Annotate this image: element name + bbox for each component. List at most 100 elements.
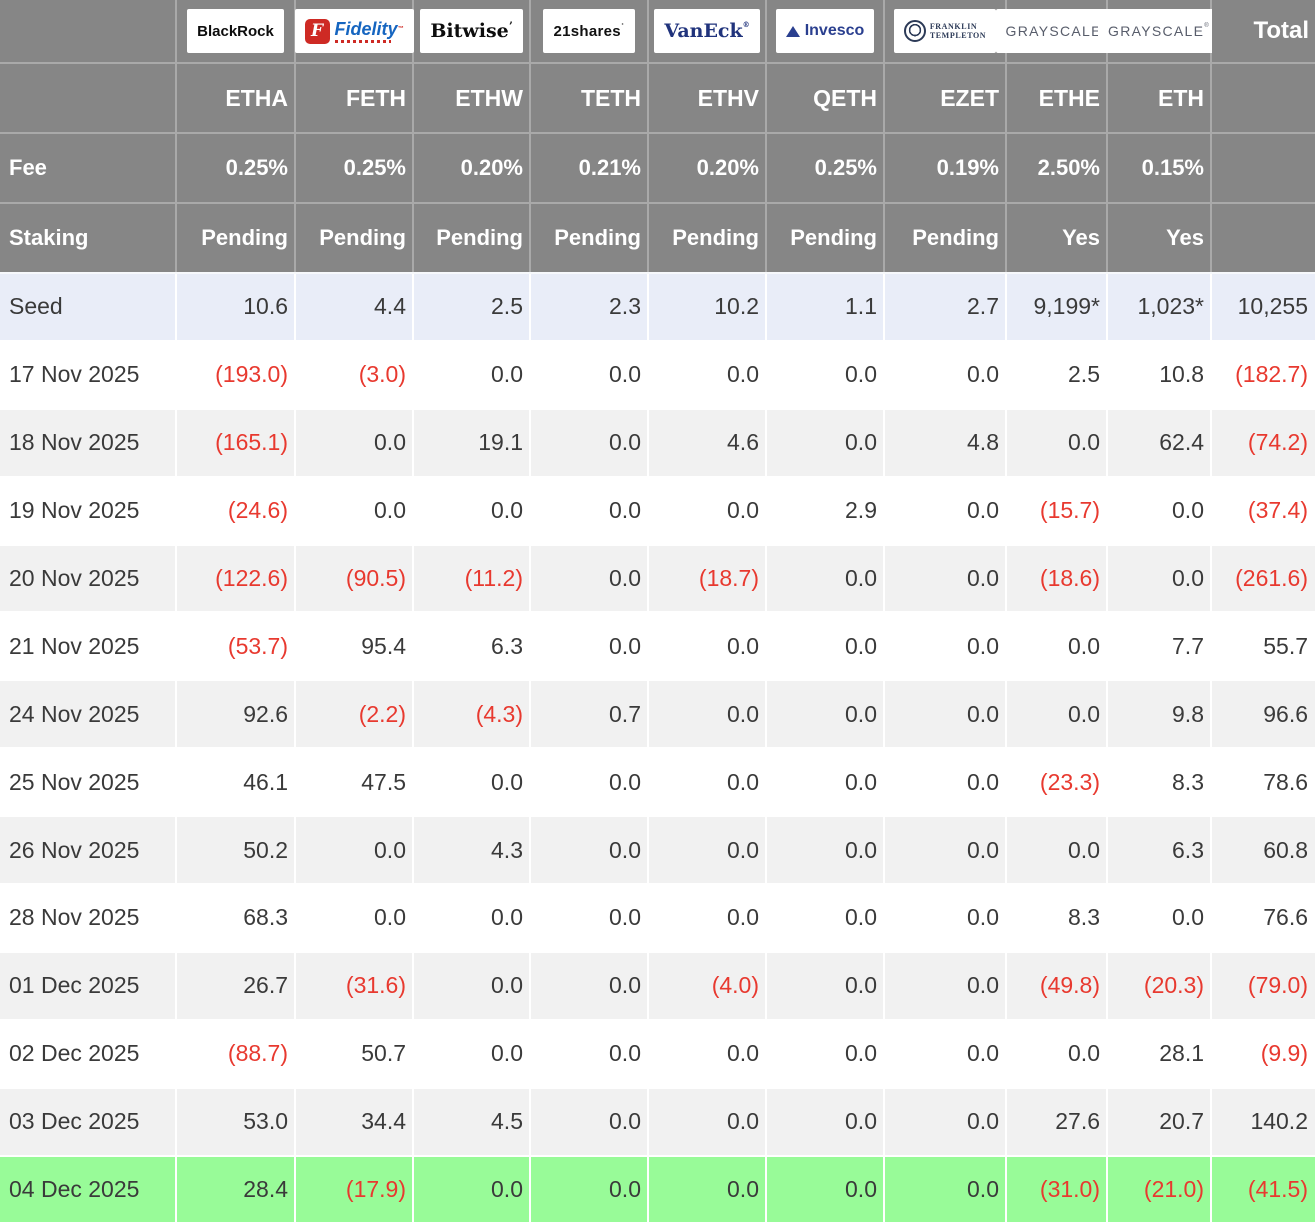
flow-value: 0.0 [885,1156,1005,1223]
flow-value: 0.0 [767,1156,883,1223]
fee-label: Fee [0,134,175,202]
flow-value: 0.0 [885,477,1005,544]
ticker-FETH: FETH [296,64,412,132]
flow-value: 0.0 [414,749,529,816]
flow-value: (18.7) [649,545,765,612]
staking-value-ETHW: Pending [414,204,529,272]
flow-value: 0.0 [531,817,647,884]
flow-value: 0.0 [649,1088,765,1155]
flow-value: 0.0 [767,341,883,408]
staking-value-EZET: Pending [885,204,1005,272]
vaneck-logo: VanEck [654,9,760,53]
flow-value: 0.0 [649,341,765,408]
bitwise-logo-text: Bitwise [430,20,512,42]
flow-value: 0.0 [1108,885,1210,951]
blank-cell [1212,204,1315,272]
flow-value: 0.0 [649,749,765,816]
staking-value-TETH: Pending [531,204,647,272]
flow-value: 0.0 [649,885,765,951]
invesco-column-header: Invesco [767,0,883,62]
grayscale-logo: GRAYSCALE [1098,9,1220,53]
flow-value: 0.0 [296,817,412,884]
staking-value-ETH: Yes [1108,204,1210,272]
total-value: 140.2 [1212,1088,1315,1155]
franklin-logo-line: FRANKLIN [929,21,978,31]
flow-value: 0.0 [531,1156,647,1223]
flow-value: 9,199* [1007,274,1106,340]
flow-value: (21.0) [1108,1156,1210,1223]
flow-value: 0.0 [885,952,1005,1019]
table-header: BlackRock F Fidelity Bitwise 21shares VanEck I… [0,0,1315,274]
ticker-ETHE: ETHE [1007,64,1106,132]
flow-value: 8.3 [1007,885,1106,951]
total-value: (41.5) [1212,1156,1315,1223]
vaneck-column-header: VanEck [649,0,765,62]
flow-value: 9.8 [1108,681,1210,748]
flow-value: 1,023* [1108,274,1210,340]
ticker-EZET: EZET [885,64,1005,132]
flow-value: (193.0) [177,341,294,408]
flow-value: 50.7 [296,1020,412,1087]
flow-value: 0.0 [649,1156,765,1223]
flow-value: (53.7) [177,613,294,680]
grayscale-column-header: GRAYSCALE [995,0,1118,62]
flow-value: 68.3 [177,885,294,951]
flow-value: (90.5) [296,545,412,612]
blank-cell [1212,134,1315,202]
flow-value: 0.0 [767,681,883,748]
flow-value: (88.7) [177,1020,294,1087]
flow-value: 0.0 [1108,477,1210,544]
flow-value: 0.0 [296,477,412,544]
flow-value: 0.0 [649,613,765,680]
table-body: Seed 10.6 4.4 2.5 2.3 10.2 1.1 2.7 9,199* 1,023* 1… [0,274,1315,1223]
total-value: 76.6 [1212,885,1315,951]
blackrock-logo-text: BlackRock [197,22,274,40]
row-label: 24 Nov 2025 [0,681,175,748]
flow-value: 2.9 [767,477,883,544]
fidelity-logo: F Fidelity [294,9,414,53]
flow-value: 0.0 [767,409,883,476]
flow-value: (122.6) [177,545,294,612]
flow-value: 92.6 [177,681,294,748]
flow-value: 0.0 [649,1020,765,1087]
total-value: 10,255 [1212,274,1315,340]
flow-value: 0.7 [531,681,647,748]
flow-value: 4.6 [649,409,765,476]
grayscale-logo-text: GRAYSCALE [1108,23,1210,39]
flow-value: 0.0 [1007,613,1106,680]
flow-value: (2.2) [296,681,412,748]
grayscale-logo-text: GRAYSCALE [1006,23,1108,39]
total-value: 96.6 [1212,681,1315,748]
flow-value: 0.0 [296,409,412,476]
franklin-logo-line: TEMPLETON [929,31,987,40]
flow-value: 0.0 [885,681,1005,748]
ticker-ETH: ETH [1108,64,1210,132]
fee-value-ETHV: 0.20% [649,134,765,202]
flow-value: (15.7) [1007,477,1106,544]
flow-value: 0.0 [531,613,647,680]
total-value: 60.8 [1212,817,1315,884]
flow-value: 0.0 [885,749,1005,816]
flow-value: 0.0 [414,477,529,544]
flow-value: (165.1) [177,409,294,476]
flow-value: 62.4 [1108,409,1210,476]
flow-value: 0.0 [767,613,883,680]
flow-value: (23.3) [1007,749,1106,816]
flow-value: 34.4 [296,1088,412,1155]
flow-value: 0.0 [885,341,1005,408]
flow-value: 2.5 [414,274,529,340]
row-label: 17 Nov 2025 [0,341,175,408]
flow-value: 0.0 [767,1088,883,1155]
flow-value: 4.4 [296,274,412,340]
flow-value: 0.0 [531,952,647,1019]
blackrock-column-header: BlackRock [177,0,294,62]
flow-value: 0.0 [414,1020,529,1087]
flow-value: 0.0 [531,545,647,612]
flow-value: 10.6 [177,274,294,340]
flow-value: (17.9) [296,1156,412,1223]
invesco-logo: Invesco [775,9,875,53]
flow-value: 27.6 [1007,1088,1106,1155]
row-label: 03 Dec 2025 [0,1088,175,1155]
flow-value: (4.3) [414,681,529,748]
flow-value: 0.0 [885,545,1005,612]
